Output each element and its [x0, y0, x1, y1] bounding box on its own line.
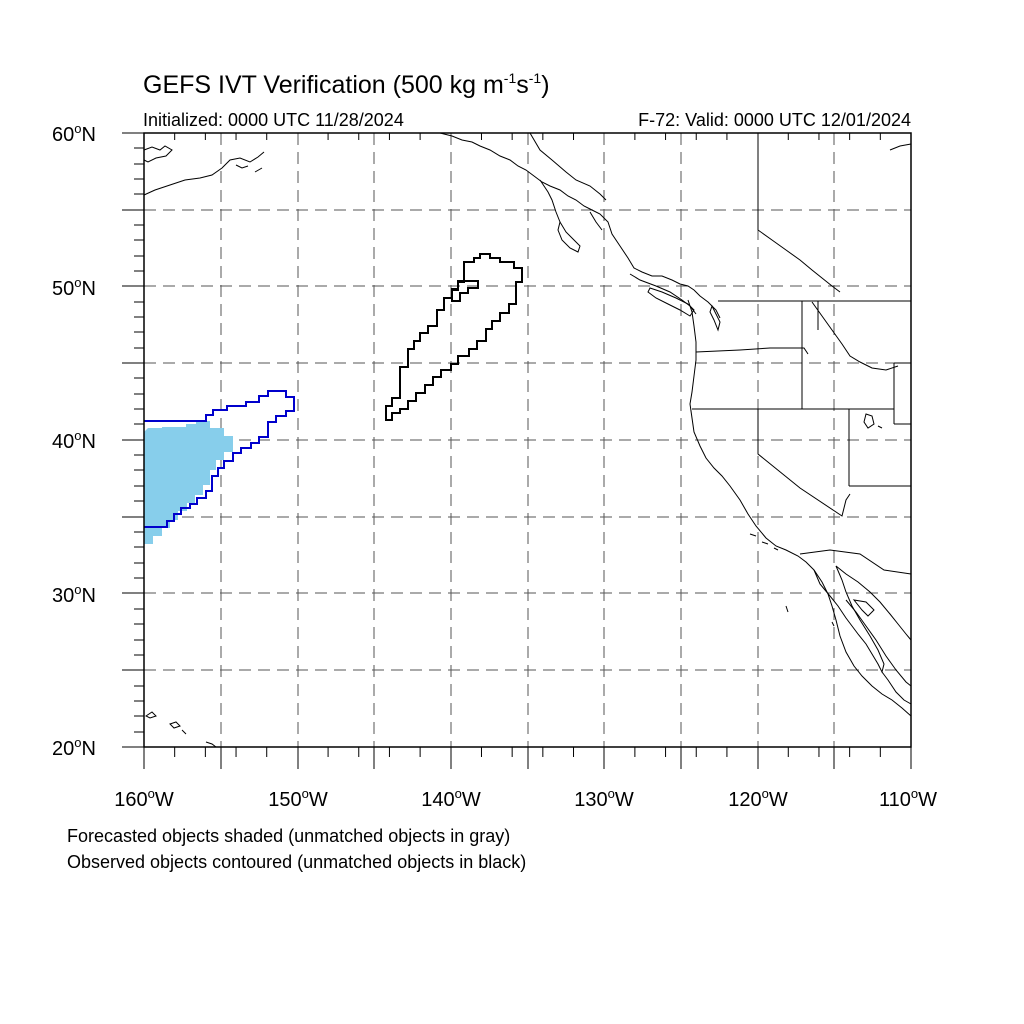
- lon-label-110w: 110oW: [878, 786, 938, 811]
- lon-label-120w: 120oW: [728, 786, 788, 811]
- axis-minor-ticks-bottom: [174, 747, 881, 757]
- political-borders: [692, 133, 912, 575]
- lon-label-150w: 150oW: [268, 786, 328, 811]
- lat-label-30n: 30oN: [52, 582, 96, 607]
- valid-time: F-72: Valid: 0000 UTC 12/01/2024: [638, 110, 911, 130]
- lat-label-40n: 40oN: [52, 428, 96, 453]
- axis-minor-ticks-top: [174, 133, 881, 140]
- forecast-legend-note: Forecasted objects shaded (unmatched obj…: [67, 826, 511, 846]
- observed-legend-note: Observed objects contoured (unmatched ob…: [67, 852, 527, 872]
- lat-label-60n: 60oN: [52, 121, 96, 146]
- lat-label-20n: 20oN: [52, 735, 96, 760]
- lon-label-160w: 160oW: [114, 786, 174, 811]
- coastlines: [143, 132, 912, 748]
- axis-ticks: [122, 132, 912, 769]
- observed-ivt-contour-unmatched: [385, 253, 523, 421]
- lon-label-140w: 140oW: [421, 786, 481, 811]
- map-gridlines: [144, 133, 911, 747]
- lat-label-50n: 50oN: [52, 275, 96, 300]
- map-title: GEFS IVT Verification (500 kg m-1s-1): [143, 70, 550, 99]
- observed-ivt-contour-matched: [144, 390, 295, 528]
- forecast-ivt-object: [144, 421, 233, 544]
- initialized-time: Initialized: 0000 UTC 11/28/2024: [143, 110, 404, 130]
- lon-label-130w: 130oW: [574, 786, 634, 811]
